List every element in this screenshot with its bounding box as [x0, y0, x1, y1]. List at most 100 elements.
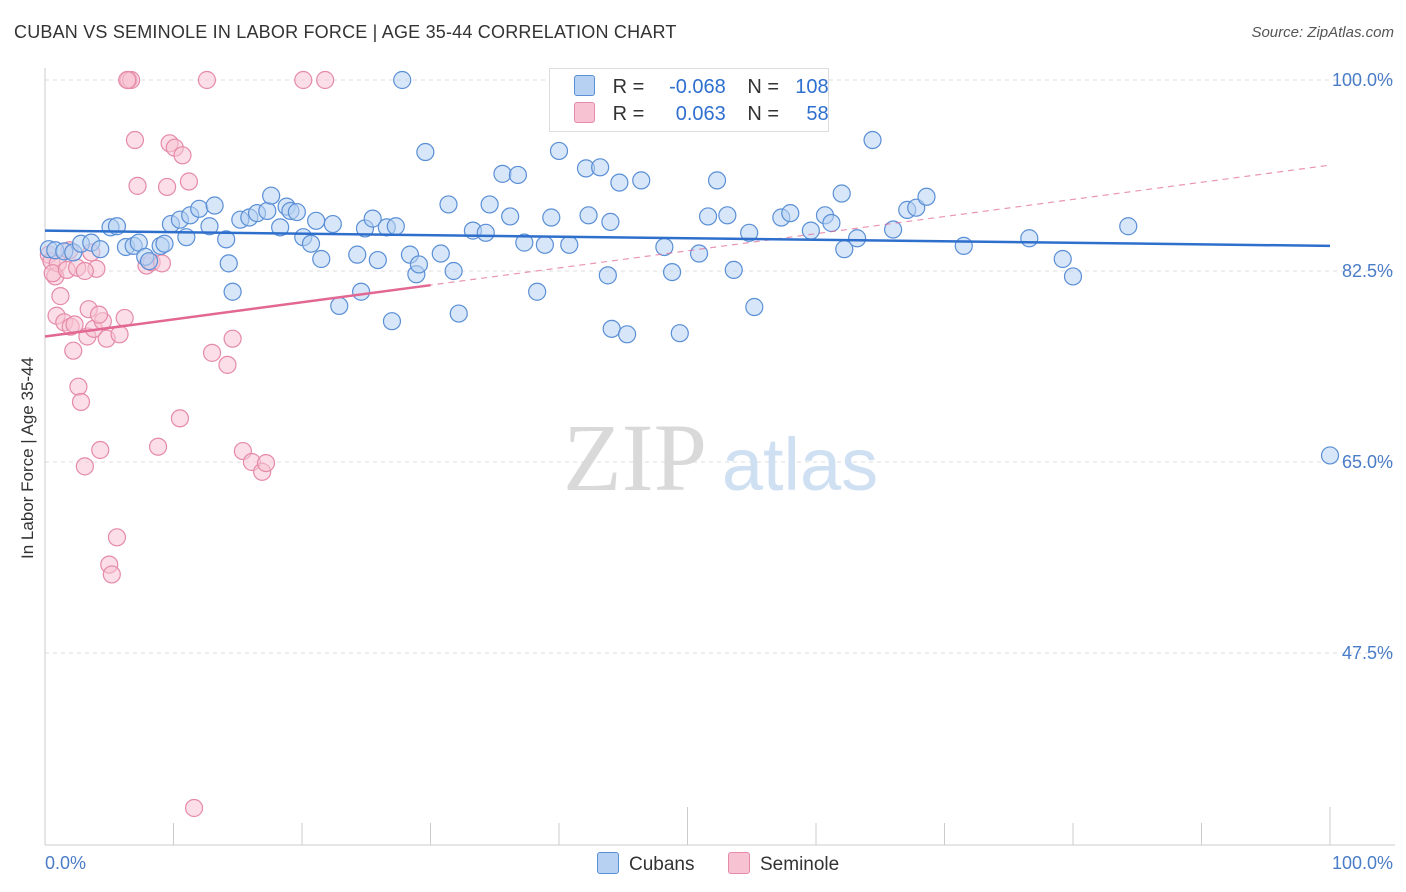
cubans-point — [610, 173, 629, 192]
cubans-point — [598, 266, 617, 285]
cubans-point — [560, 235, 579, 254]
cubans-point — [707, 171, 727, 190]
n-value-cubans: 108 — [795, 76, 829, 98]
cubans-point — [307, 211, 326, 230]
cubans-point — [662, 262, 682, 282]
y-tick-label: 82.5% — [1342, 261, 1393, 281]
cubans-point — [542, 208, 561, 227]
r-value-cubans: -0.068 — [669, 76, 726, 98]
cubans-point — [618, 325, 637, 344]
seminole-trend-extension — [44, 164, 1331, 338]
cubans-point — [155, 234, 174, 253]
chart-title: CUBAN VS SEMINOLE IN LABOR FORCE | AGE 3… — [14, 22, 677, 42]
source-label: Source: ZipAtlas.com — [1251, 24, 1394, 41]
legend-item-seminole: Seminole — [728, 852, 839, 876]
cubans-point — [323, 214, 342, 234]
cubans-point — [493, 164, 512, 183]
cubans-point — [591, 158, 610, 177]
seminole-point — [102, 565, 121, 584]
watermark-atlas: atlas — [722, 423, 878, 506]
seminole-point — [118, 70, 137, 90]
seminole-point — [64, 341, 83, 360]
legend-item-cubans: Cubans — [597, 852, 695, 876]
legend-row-seminole: R = 0.063 N = 58 — [574, 102, 829, 128]
cubans-point — [386, 217, 405, 236]
cubans-point — [579, 206, 598, 225]
trend-lines — [44, 164, 1331, 338]
cubans-point — [262, 186, 281, 205]
cubans-points — [39, 70, 1340, 465]
cubans-point — [439, 195, 458, 214]
watermark-zip: ZIP — [563, 404, 707, 511]
cubans-point — [330, 296, 349, 316]
cubans-point — [917, 187, 936, 206]
cubans-point — [549, 141, 569, 161]
cubans-point — [139, 252, 159, 271]
cubans-point — [1320, 446, 1340, 465]
seminole-point — [202, 343, 222, 362]
cubans-point — [501, 207, 520, 226]
cubans-point — [954, 236, 973, 255]
n-label: N = — [747, 103, 780, 125]
seminole-point — [69, 377, 88, 396]
seminole-point — [197, 70, 217, 90]
cubans-point — [689, 244, 709, 263]
cubans-point — [670, 324, 689, 343]
seminole-legend-label: Seminole — [760, 854, 840, 875]
cubans-point — [91, 240, 110, 259]
seminole-legend-swatch — [728, 852, 750, 874]
r-label: R = — [612, 76, 645, 98]
cubans-point — [508, 165, 527, 185]
cubans-point — [601, 212, 620, 231]
cubans-point — [382, 312, 402, 331]
x-tick-label: 100.0% — [1332, 853, 1393, 873]
cubans-point — [781, 204, 800, 223]
seminole-point — [256, 453, 276, 473]
r-label: R = — [612, 103, 645, 125]
cubans-point — [528, 282, 547, 301]
seminole-point — [107, 528, 127, 547]
cubans-point — [832, 184, 851, 203]
seminole-point — [316, 70, 335, 90]
seminole-trend-line — [44, 283, 431, 338]
cubans-point — [480, 195, 499, 214]
cubans-legend-label: Cubans — [629, 854, 695, 875]
legend-row-cubans: R = -0.068 N = 108 — [574, 75, 829, 101]
seminole-point — [75, 457, 94, 476]
n-label: N = — [747, 76, 780, 98]
seminole-point — [128, 176, 147, 195]
cubans-point — [863, 130, 882, 150]
y-tick-label: 100.0% — [1332, 70, 1393, 90]
x-tick-label: 0.0% — [45, 853, 86, 873]
cubans-point — [718, 206, 737, 225]
cubans-point — [223, 282, 242, 301]
seminole-point — [173, 146, 192, 165]
cubans-point — [271, 218, 290, 237]
cubans-point — [801, 221, 820, 240]
seminole-point — [71, 392, 91, 412]
cubans-point — [745, 297, 764, 317]
cubans-point — [258, 201, 277, 221]
cubans-trend-line — [44, 229, 1331, 248]
cubans-point — [416, 142, 435, 162]
cubans-point — [476, 223, 495, 242]
y-tick-labels: 47.5% 65.0% 82.5% 100.0% — [1332, 70, 1393, 663]
axes — [44, 68, 1395, 846]
seminole-point — [157, 177, 177, 197]
cubans-point — [352, 282, 371, 301]
cubans-point — [217, 230, 236, 249]
seminole-point — [218, 355, 237, 374]
cubans-point — [740, 223, 759, 242]
cubans-point — [287, 202, 306, 222]
cubans-swatch — [574, 75, 595, 96]
cubans-point — [535, 235, 554, 254]
cubans-point — [848, 229, 867, 248]
cubans-point — [368, 250, 387, 270]
r-value-seminole: 0.063 — [675, 103, 726, 125]
seminole-swatch — [574, 102, 595, 123]
cubans-point — [205, 196, 224, 215]
cubans-point — [822, 213, 841, 233]
cubans-point — [431, 244, 450, 263]
n-value-seminole: 58 — [806, 103, 829, 125]
